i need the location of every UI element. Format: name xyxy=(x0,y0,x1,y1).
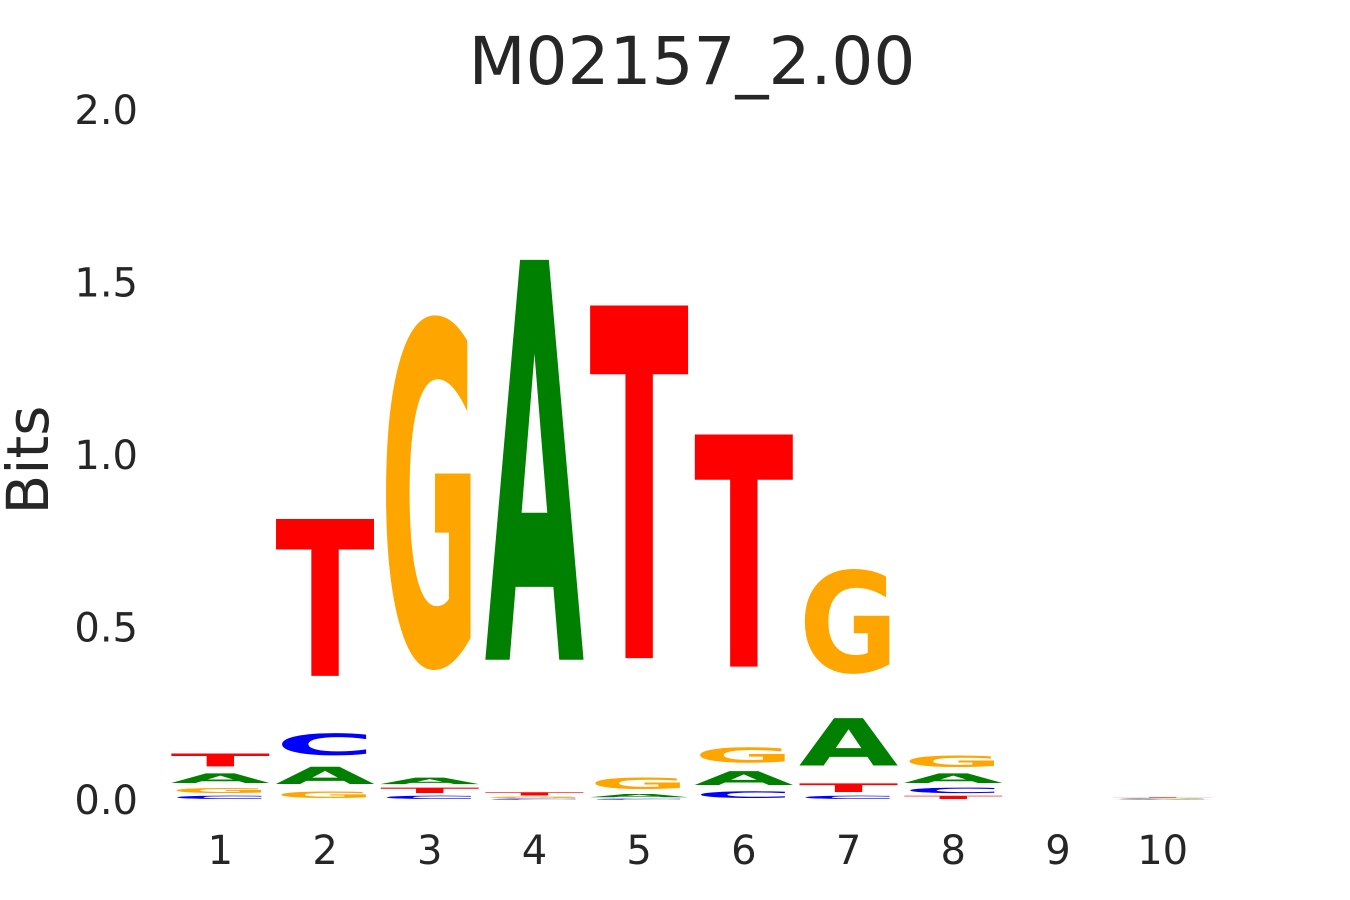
y-tick-label: 0.0 xyxy=(74,778,138,824)
y-tick-label: 0.5 xyxy=(74,606,138,652)
x-tick-label: 10 xyxy=(1137,828,1188,874)
x-tick-label: 9 xyxy=(1045,828,1070,874)
letter-a: A xyxy=(799,706,899,781)
letter-g: G xyxy=(275,790,374,800)
letter-c: C xyxy=(589,798,688,800)
x-axis-ticks: 1 2 3 4 5 6 7 8 9 10 xyxy=(208,828,1188,874)
letter-t: T xyxy=(694,372,793,742)
x-tick-label: 2 xyxy=(312,828,337,874)
letter-g: G xyxy=(904,752,1003,771)
letter-g: G xyxy=(485,797,584,799)
letter-c: C xyxy=(485,798,584,800)
letter-t: T xyxy=(799,781,898,795)
letter-t: T xyxy=(380,786,479,795)
letter-c: C xyxy=(904,786,1003,795)
letter-t: T xyxy=(589,210,689,773)
x-tick-label: 3 xyxy=(417,828,442,874)
letter-a: A xyxy=(485,150,585,789)
x-tick-label: 5 xyxy=(626,828,651,874)
letter-g: G xyxy=(1113,798,1212,799)
x-tick-label: 6 xyxy=(731,828,756,874)
letter-c: C xyxy=(380,795,479,800)
y-axis-label: Bits xyxy=(0,406,62,515)
x-tick-label: 7 xyxy=(836,828,861,874)
letter-g: G xyxy=(380,228,479,774)
letter-g: G xyxy=(694,743,793,767)
letter-a: A xyxy=(694,767,793,789)
letter-g: G xyxy=(171,786,270,795)
y-axis-ticks: 0.0 0.5 1.0 1.5 2.0 xyxy=(74,88,138,824)
letter-a: A xyxy=(275,762,375,790)
letter-c: C xyxy=(694,790,793,800)
letter-t: T xyxy=(1113,797,1212,798)
y-tick-label: 1.0 xyxy=(74,433,138,479)
letter-a: A xyxy=(589,793,688,798)
x-tick-label: 4 xyxy=(522,828,547,874)
letter-a: A xyxy=(171,771,271,787)
letter-c: C xyxy=(171,795,270,800)
letter-t: T xyxy=(485,791,584,796)
x-tick-label: 8 xyxy=(941,828,966,874)
chart-title: M02157_2.00 xyxy=(469,23,916,100)
letter-c: C xyxy=(799,795,898,800)
letter-t: T xyxy=(171,750,271,770)
letter-a: A xyxy=(1113,799,1212,800)
letter-t: T xyxy=(904,795,1003,800)
letter-t: T xyxy=(275,477,374,728)
letter-a: A xyxy=(904,771,1004,787)
letter-c: C xyxy=(275,728,374,762)
letter-g: G xyxy=(799,543,898,705)
letter-g: G xyxy=(589,774,688,793)
y-tick-label: 1.5 xyxy=(74,261,138,307)
y-tick-label: 2.0 xyxy=(74,88,138,134)
letter-c: C xyxy=(1113,799,1212,800)
letter-a: A xyxy=(380,776,480,786)
x-tick-label: 1 xyxy=(208,828,233,874)
